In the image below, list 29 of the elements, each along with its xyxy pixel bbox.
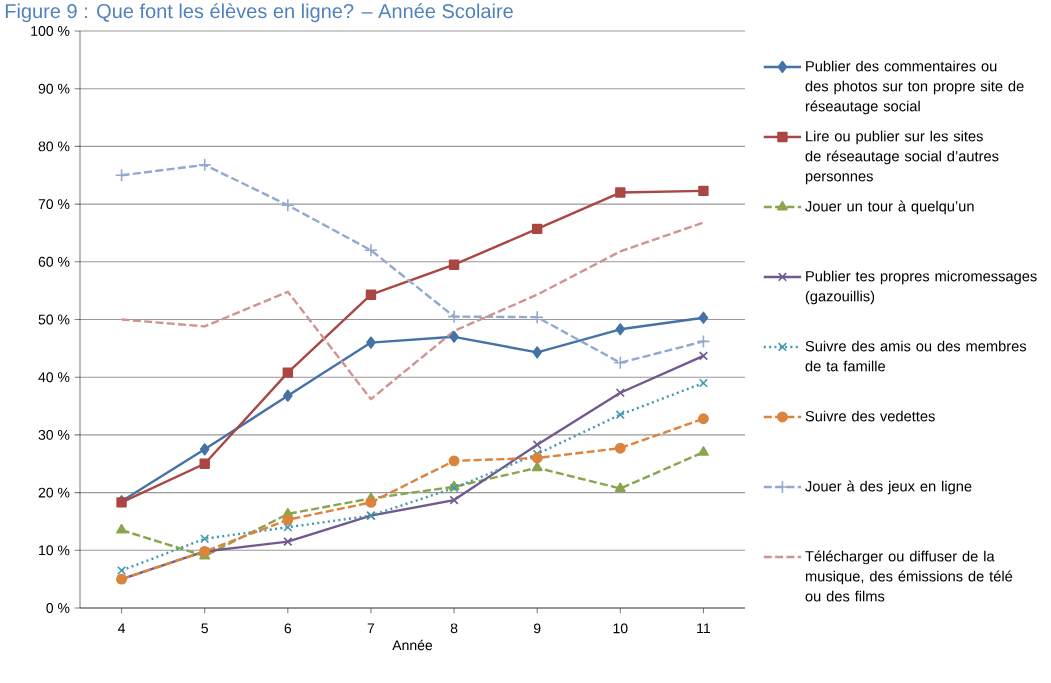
x-tick-label: 11 [697, 623, 710, 634]
legend-label: Publier des commentaires ou des photos sur ton propre site de réseautage social [805, 60, 1024, 115]
x-tick-label: 4 [117, 623, 126, 634]
y-tick-label: 0 % [46, 603, 70, 613]
y-tick-label: 10 % [39, 545, 70, 556]
legend-label: Jouer un tour à quelqu’un [805, 200, 974, 215]
x-tick-label: 7 [367, 623, 375, 634]
chart-title: Figure 9 : Que font les élèves en ligne? – Année Scolaire [5, 3, 513, 23]
y-tick-label: 40 % [38, 372, 70, 383]
y-tick-label: 100 % [31, 26, 70, 36]
x-tick-label: 6 [284, 623, 292, 634]
x-tick-label: 5 [201, 623, 208, 634]
legend-label: Télécharger ou diffuser de la musique, des émissions de télé ou des films [805, 550, 1013, 602]
x-tick-label: 8 [450, 623, 458, 634]
y-tick-label: 50 % [38, 314, 70, 325]
y-tick-label: 70 % [38, 199, 70, 210]
legend-label: Publier tes propres micromessages (gazouillis) [805, 270, 1037, 305]
x-axis-title: Année [392, 639, 433, 651]
x-tick-label: 9 [533, 623, 541, 634]
legend-label: Suivre des amis ou des membres de ta famille [805, 340, 1027, 372]
y-tick-label: 20 % [38, 487, 70, 498]
y-tick-label: 60 % [38, 256, 70, 267]
x-tick-label: 10 [613, 623, 628, 634]
legend-label: Suivre des vedettes [805, 410, 935, 422]
y-tick-label: 80 % [38, 141, 70, 152]
legend-label: Jouer à des jeux en ligne [805, 480, 972, 495]
y-tick-label: 30 % [38, 429, 70, 440]
y-tick-label: 90 % [38, 83, 70, 94]
legend-label: Lire ou publier sur les sites de réseautage social d’autres personnes [805, 130, 999, 185]
